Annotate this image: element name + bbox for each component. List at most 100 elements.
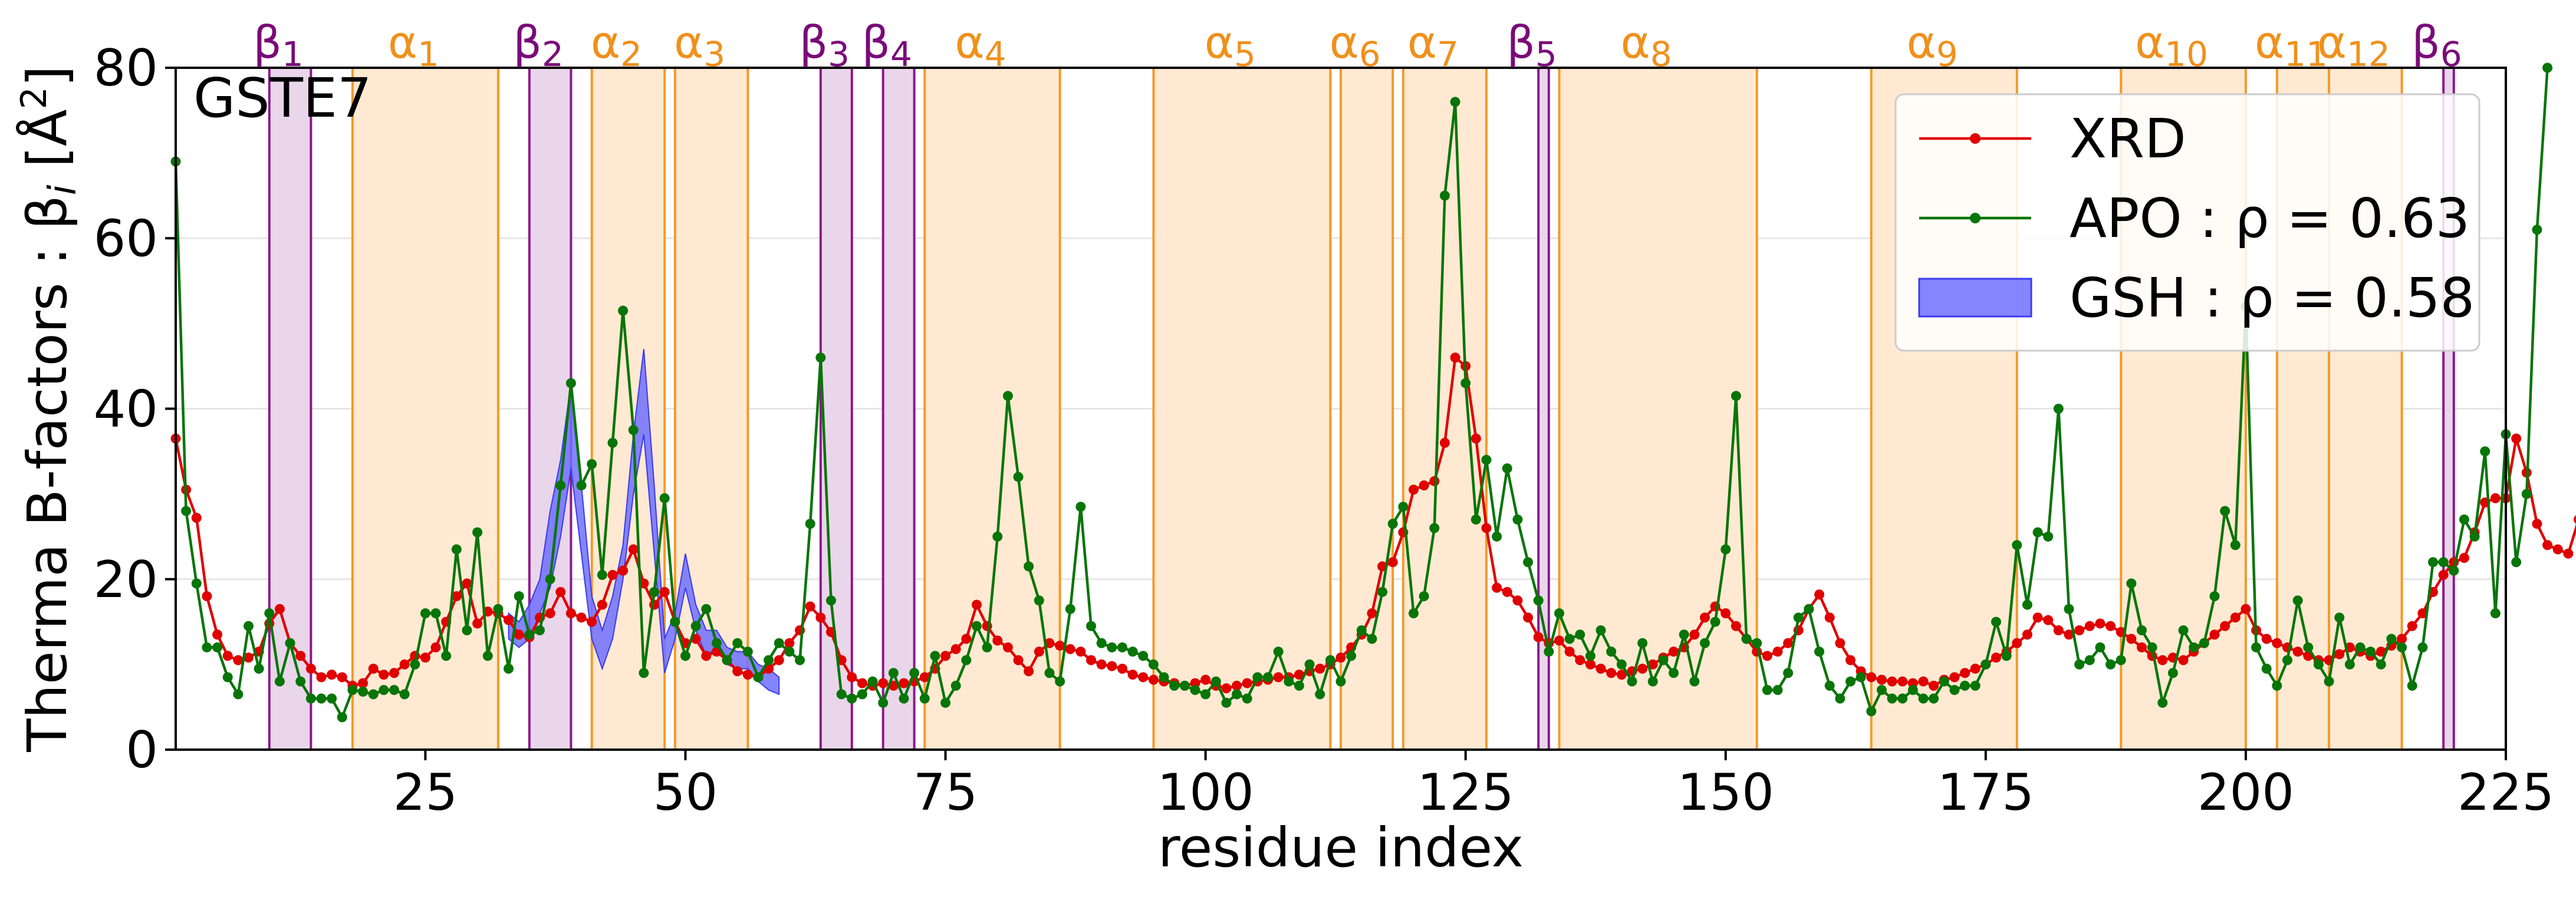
apo-point bbox=[1325, 655, 1335, 665]
xrd-point bbox=[2209, 629, 2220, 640]
xrd-point bbox=[1002, 642, 1013, 652]
apo-point bbox=[1512, 515, 1523, 525]
apo-point bbox=[347, 685, 358, 695]
xrd-point bbox=[1783, 638, 1794, 648]
apo-point bbox=[2313, 659, 2324, 670]
apo-point bbox=[2366, 647, 2376, 657]
xrd-point bbox=[1720, 608, 1731, 619]
apo-point bbox=[888, 668, 899, 678]
apo-point bbox=[1741, 634, 1752, 644]
xrd-point bbox=[1595, 664, 1606, 674]
helix-label-2: α2 bbox=[591, 16, 642, 74]
xrd-point bbox=[1512, 595, 1523, 606]
xrd-point bbox=[1991, 652, 2001, 663]
apo-point bbox=[815, 352, 826, 363]
xrd-point bbox=[305, 664, 316, 674]
apo-point bbox=[1710, 616, 1720, 627]
apo-point bbox=[680, 651, 690, 661]
xrd-point bbox=[1897, 676, 1908, 687]
apo-point bbox=[2012, 540, 2022, 550]
apo-point bbox=[1575, 629, 1585, 640]
xrd-point bbox=[1814, 589, 1825, 600]
apo-point bbox=[254, 664, 264, 674]
apo-point bbox=[2189, 642, 2199, 652]
apo-point bbox=[1409, 608, 1419, 619]
x-tick-label: 100 bbox=[1157, 763, 1254, 822]
apo-point bbox=[451, 544, 462, 555]
apo-point bbox=[2022, 599, 2032, 610]
apo-point bbox=[2001, 651, 2012, 661]
helix-label-7: α7 bbox=[1407, 16, 1459, 74]
helix-region-5 bbox=[1152, 67, 1332, 751]
apo-point bbox=[1731, 391, 1741, 401]
xrd-point bbox=[587, 616, 597, 627]
apo-point bbox=[940, 697, 951, 708]
xrd-point bbox=[389, 668, 399, 678]
y-tick-label: 40 bbox=[94, 380, 158, 439]
apo-point bbox=[2292, 595, 2303, 606]
xrd-point bbox=[847, 672, 857, 682]
apo-point bbox=[2469, 531, 2480, 542]
apo-point bbox=[2053, 404, 2064, 414]
apo-point bbox=[919, 693, 930, 704]
apo-point bbox=[316, 693, 327, 704]
apo-point bbox=[618, 305, 629, 316]
apo-point bbox=[950, 681, 961, 691]
xrd-point bbox=[774, 655, 784, 665]
y-tick-label: 20 bbox=[94, 550, 158, 609]
apo-point bbox=[1783, 668, 1794, 678]
xrd-point bbox=[899, 678, 909, 688]
xrd-point bbox=[1960, 668, 1970, 678]
apo-point bbox=[649, 586, 660, 597]
legend-label-gsh: GSH : ρ = 0.58 bbox=[2070, 266, 2475, 329]
apo-point bbox=[472, 527, 483, 537]
apo-point bbox=[1929, 693, 1939, 704]
apo-point bbox=[1398, 502, 1409, 512]
xrd-point bbox=[2272, 638, 2282, 648]
xrd-point bbox=[919, 672, 930, 682]
helix-label-8: α8 bbox=[1621, 16, 1672, 74]
xrd-point bbox=[1450, 352, 1460, 363]
helix-label-3: α3 bbox=[674, 16, 725, 74]
xrd-point bbox=[2032, 612, 2043, 623]
apo-point bbox=[358, 687, 369, 697]
x-tick-label: 125 bbox=[1417, 763, 1514, 822]
xrd-point bbox=[1024, 666, 1034, 677]
apo-point bbox=[764, 655, 774, 665]
apo-point bbox=[2167, 668, 2178, 678]
apo-point bbox=[379, 685, 389, 695]
apo-point bbox=[1086, 621, 1097, 631]
xrd-point bbox=[472, 618, 483, 629]
xrd-point bbox=[2220, 621, 2230, 631]
apo-point bbox=[2282, 655, 2292, 665]
apo-point bbox=[1148, 659, 1159, 670]
apo-point bbox=[1855, 672, 1866, 682]
xrd-point bbox=[1315, 664, 1325, 674]
apo-point bbox=[233, 689, 244, 700]
xrd-point bbox=[2137, 642, 2147, 652]
xrd-point bbox=[972, 599, 982, 610]
apo-point bbox=[399, 689, 410, 700]
apo-point bbox=[992, 531, 1003, 542]
xrd-point bbox=[1637, 664, 1648, 674]
apo-point bbox=[1107, 642, 1117, 652]
xrd-point bbox=[992, 635, 1003, 646]
apo-point bbox=[212, 642, 223, 652]
apo-point bbox=[1127, 647, 1138, 657]
xrd-point bbox=[2105, 621, 2116, 631]
xrd-point bbox=[1013, 655, 1024, 665]
y-axis-label: Therma B-factors : βi [Å2] bbox=[14, 65, 85, 752]
apo-point bbox=[639, 668, 649, 678]
xrd-point bbox=[1616, 670, 1627, 680]
xrd-point bbox=[462, 578, 472, 589]
apo-point bbox=[1159, 672, 1169, 682]
apo-point bbox=[1284, 676, 1294, 687]
apo-point bbox=[1949, 685, 1960, 695]
xrd-point bbox=[2438, 570, 2449, 581]
apo-point bbox=[420, 608, 430, 619]
apo-point bbox=[826, 595, 836, 606]
apo-point bbox=[1419, 591, 1429, 602]
xrd-point bbox=[1065, 644, 1075, 654]
xrd-point bbox=[2417, 608, 2428, 619]
apo-point bbox=[2157, 697, 2168, 708]
